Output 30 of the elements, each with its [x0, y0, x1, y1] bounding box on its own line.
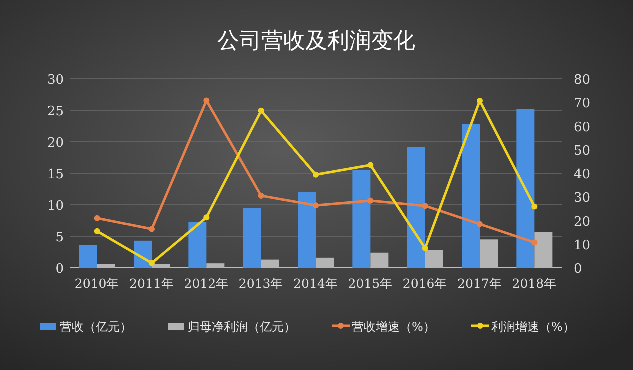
y-tick-label: 5 — [56, 230, 64, 246]
x-tick-label: 2014年 — [294, 276, 338, 291]
y2-tick-label: 40 — [574, 168, 591, 182]
y-tick-label: 20 — [47, 136, 64, 151]
y-tick-label: 15 — [47, 168, 64, 182]
x-tick-label: 2010年 — [74, 276, 120, 291]
x-tick-label: 2015年 — [348, 276, 394, 291]
y-tick-label: 0 — [56, 262, 64, 277]
y2-tick-label: 0 — [574, 262, 582, 277]
y-tick-label: 10 — [47, 199, 64, 214]
x-tick-label: 2013年 — [238, 276, 284, 291]
y2-tick-label: 70 — [574, 96, 591, 112]
y2-tick-label: 20 — [574, 214, 591, 230]
legend-label: 营收（亿元） — [60, 320, 132, 334]
x-tick-label: 2017年 — [458, 276, 502, 291]
y-tick-label: 30 — [47, 73, 64, 88]
x-tick-label: 2011年 — [130, 276, 174, 291]
x-tick-label: 2018年 — [512, 276, 558, 291]
y2-tick-label: 80 — [574, 73, 591, 88]
x-tick-label: 2016年 — [402, 276, 448, 291]
legend-label: 营收增速（%） — [352, 320, 436, 334]
y2-tick-label: 30 — [574, 191, 591, 206]
x-tick-label: 2012年 — [184, 276, 230, 291]
y-tick-label: 25 — [47, 104, 64, 120]
y2-tick-label: 10 — [574, 238, 591, 254]
legend-label: 归母净利润（亿元） — [188, 320, 296, 334]
y2-tick-label: 50 — [574, 144, 591, 159]
y2-tick-label: 60 — [574, 120, 591, 136]
chart-title: 公司营收及利润变化 — [218, 29, 416, 54]
legend-label: 利润增速（%） — [491, 320, 575, 334]
